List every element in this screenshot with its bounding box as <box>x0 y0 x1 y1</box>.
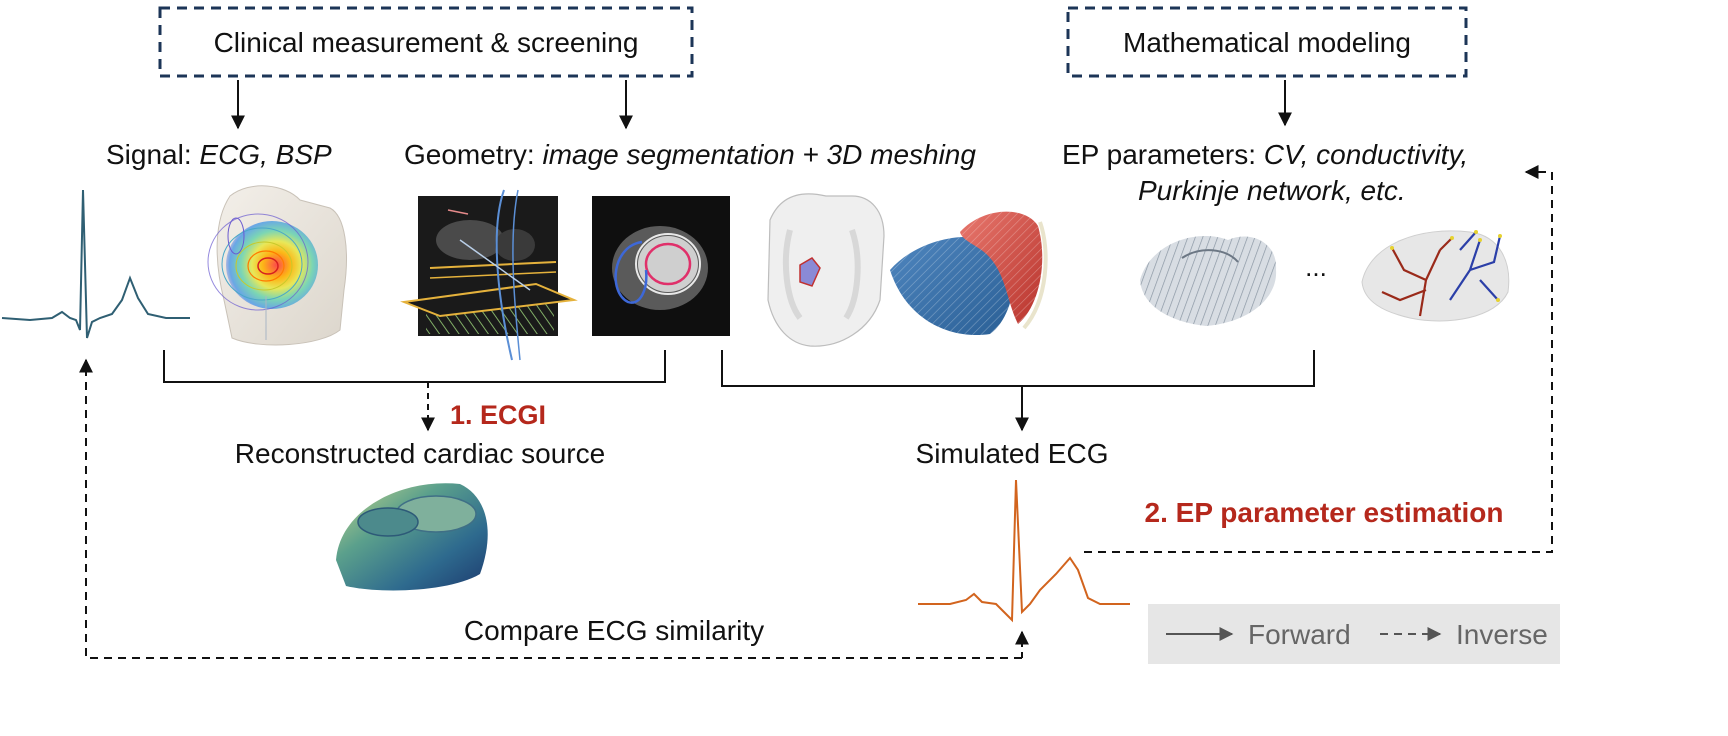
torso-heart-mesh <box>767 193 885 347</box>
ep-label: EP parameters: CV, conductivity, <box>1062 139 1468 170</box>
torso-bsp-map <box>207 185 347 346</box>
purkinje-network-heart <box>1361 230 1510 322</box>
simulated-ecg-trace <box>918 479 1130 623</box>
signal-label: Signal: ECG, BSP <box>106 139 332 170</box>
clinical-box-label: Clinical measurement & screening <box>214 27 639 58</box>
geometry-label: Geometry: image segmentation + 3D meshin… <box>404 139 976 170</box>
simulated-label: Simulated ECG <box>916 438 1109 469</box>
mri-short-axis-image <box>592 196 730 336</box>
reconstructed-label: Reconstructed cardiac source <box>235 438 605 469</box>
ep-items-line1: CV, conductivity, <box>1264 139 1468 170</box>
geometry-items: image segmentation + 3D meshing <box>542 139 976 170</box>
signal-prefix: Signal: <box>106 139 199 170</box>
geometry-prefix: Geometry: <box>404 139 542 170</box>
fiber-mesh-heart <box>1140 236 1277 326</box>
ct-slice-image <box>400 189 578 361</box>
clinical-box: Clinical measurement & screening <box>158 6 694 78</box>
ecgi-label: 1. ECGI <box>450 400 546 430</box>
bracket-simulation <box>721 350 1315 387</box>
legend: Forward Inverse <box>1148 604 1560 664</box>
ep-estimation-label: 2. EP parameter estimation <box>1145 497 1504 528</box>
arrow-ep-estimation-loop <box>1084 165 1553 553</box>
compare-label: Compare ECG similarity <box>464 615 764 646</box>
ellipsis-label: ... <box>1305 252 1327 282</box>
legend-inverse-label: Inverse <box>1456 619 1548 650</box>
bracket-measurement <box>163 350 666 383</box>
ep-items-line2: Purkinje network, etc. <box>1138 175 1406 206</box>
modeling-box-label: Mathematical modeling <box>1123 27 1411 58</box>
signal-items: ECG, BSP <box>199 139 332 170</box>
measured-ecg-trace <box>1 189 190 339</box>
biventricular-mesh <box>890 211 1048 336</box>
arrow-compare-to-measured <box>79 358 1022 659</box>
ep-prefix: EP parameters: <box>1062 139 1264 170</box>
reconstructed-source-heart <box>336 483 488 591</box>
modeling-box: Mathematical modeling <box>1066 6 1468 78</box>
legend-forward-label: Forward <box>1248 619 1351 650</box>
